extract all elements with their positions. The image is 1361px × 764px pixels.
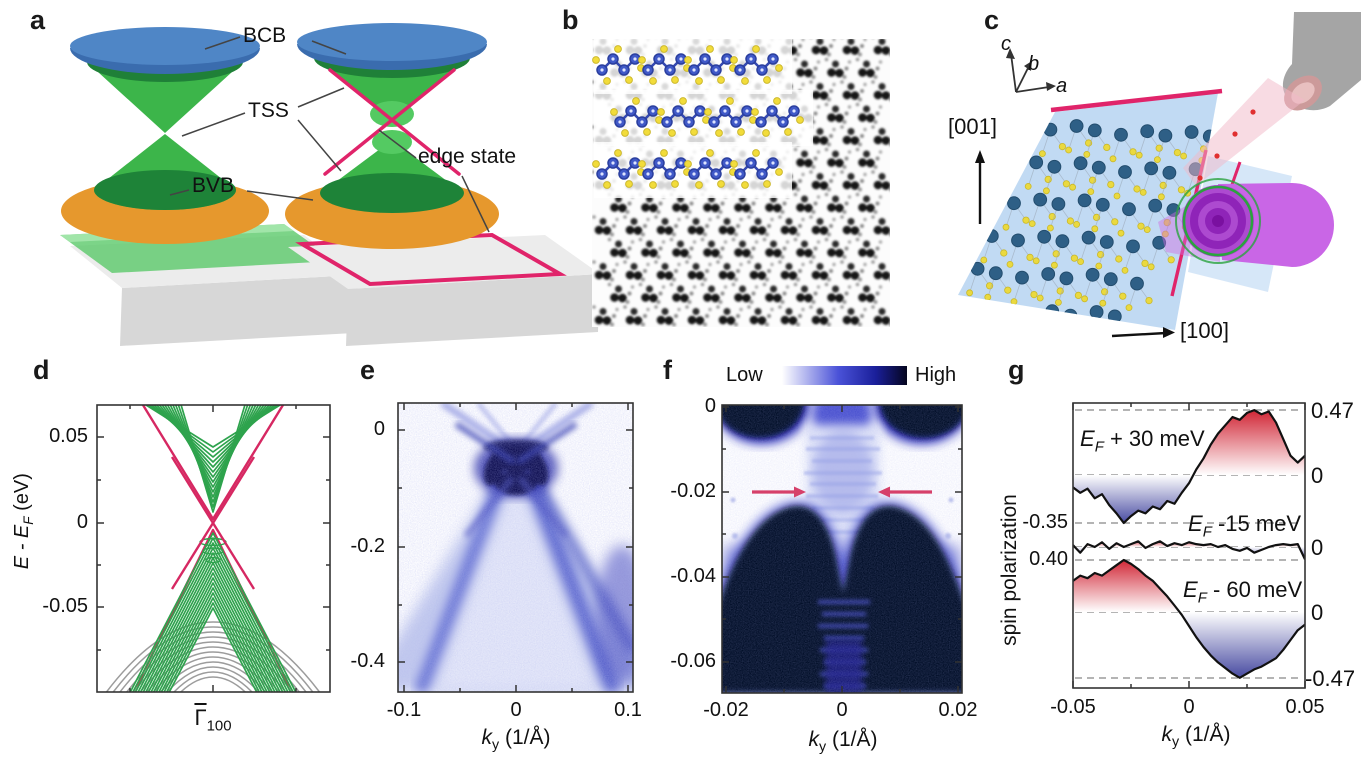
top-edge-line	[1050, 88, 1223, 113]
noise-texture	[398, 403, 633, 692]
panel-label-a: a	[30, 5, 46, 35]
tss-label: TSS	[248, 99, 289, 122]
noise-texture	[722, 405, 962, 693]
g-y-axis-label: spin polarization	[997, 494, 1021, 646]
g-label-0.40: 0.40	[1029, 548, 1068, 570]
panel-a-art	[60, 23, 600, 346]
g-xtick-0: 0	[1183, 696, 1195, 718]
photon-dots	[1197, 109, 1256, 181]
g-xtick-0.05: 0.05	[1285, 696, 1325, 718]
e-xtick--0.1: -0.1	[386, 699, 422, 721]
bvb-label: BVB	[192, 174, 235, 197]
left-bcb-cap	[70, 27, 260, 65]
panel-b-art	[592, 39, 890, 327]
e-xtick-0: 0	[510, 699, 522, 721]
right-bcb-cap	[297, 23, 487, 61]
colorbar-high-label: High	[915, 364, 957, 386]
axis-a-label: a	[1056, 75, 1068, 97]
d-x-axis-label: Γ100	[194, 705, 232, 735]
d-y-axis-label: E - EF (eV)	[10, 473, 36, 570]
axis-arrows	[1010, 53, 1050, 93]
panel-label-g: g	[1008, 355, 1025, 385]
g-curve3-label: EF - 60 meV	[1183, 577, 1303, 607]
panel-label-f: f	[663, 355, 672, 385]
g-label-zero1: 0	[1311, 463, 1324, 488]
direction-100-label: [100]	[1180, 318, 1229, 343]
right-arrow-head	[878, 486, 890, 498]
f-ytick-0: 0	[704, 395, 716, 417]
g-x-axis-label: ky (1/Å)	[1161, 723, 1231, 751]
d-ytick--0.05: -0.05	[42, 595, 88, 617]
panel-c-art	[958, 12, 1361, 338]
arpes-zoom-map	[722, 405, 962, 693]
g-curve1-label: EF + 30 meV	[1080, 426, 1205, 456]
band-structure-plot	[105, 405, 321, 692]
panel-label-e: e	[360, 355, 376, 385]
panel-label-b: b	[562, 5, 579, 35]
g-label--0.35: -0.35	[1022, 511, 1068, 533]
edge-state-crossing	[323, 68, 461, 176]
direction-001-label: [001]	[948, 114, 997, 139]
bcb-label: BCB	[243, 24, 287, 47]
axis-b-label: b	[1028, 53, 1040, 75]
f-xtick--0.02: -0.02	[703, 699, 749, 721]
e-x-axis-label: ky (1/Å)	[481, 726, 551, 754]
g-label-zero2: 0	[1311, 535, 1324, 560]
sample-slab	[958, 93, 1218, 330]
edge-state-label: edge state	[418, 145, 517, 168]
f-ytick--0.04: -0.04	[670, 565, 716, 587]
photon-beam	[1183, 78, 1305, 186]
direction-arrows	[978, 158, 1167, 338]
f-xtick-0: 0	[836, 699, 848, 721]
f-xtick-0.02: 0.02	[938, 699, 978, 721]
left-arrow-head	[794, 486, 806, 498]
g-xtick--0.05: -0.05	[1050, 696, 1096, 718]
panel-label-c: c	[984, 5, 1000, 35]
f-ytick--0.02: -0.02	[670, 480, 716, 502]
g-label--0.47: -0.47	[1305, 666, 1356, 691]
f-x-axis-label: ky (1/Å)	[808, 728, 878, 756]
annotation-connectors	[169, 36, 490, 233]
arpes-map	[398, 403, 633, 692]
e-xtick-0.1: 0.1	[614, 699, 642, 721]
e-ytick--0.2: -0.2	[350, 535, 385, 557]
spin-lens-ring	[1182, 185, 1254, 257]
d-ytick-0: 0	[76, 511, 88, 533]
colorbar	[782, 366, 907, 385]
colorbar-low-label: Low	[726, 364, 763, 386]
g-label-0.47: 0.47	[1311, 398, 1354, 423]
g-label-zero3: 0	[1311, 600, 1324, 625]
d-ytick-0.05: 0.05	[49, 425, 88, 447]
panel-label-d: d	[33, 355, 50, 385]
axis-c-label: c	[1001, 33, 1011, 55]
e-ytick-0: 0	[373, 418, 385, 440]
g-curve2-label: EF -15 meV	[1188, 511, 1302, 541]
atomic-model-overlay	[592, 39, 813, 198]
f-ytick--0.06: -0.06	[670, 650, 716, 672]
axis-ticks	[97, 403, 1306, 693]
e-ytick--0.4: -0.4	[350, 650, 385, 672]
